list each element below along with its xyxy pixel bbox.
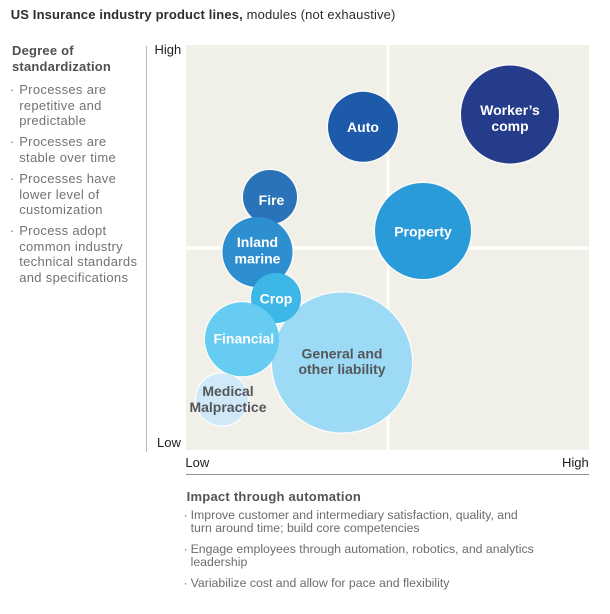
svg-text:Auto: Auto	[347, 119, 379, 135]
svg-text:Crop: Crop	[260, 290, 293, 306]
svg-text:Property: Property	[394, 224, 452, 240]
svg-text:Financial: Financial	[213, 331, 274, 347]
svg-text:Fire: Fire	[259, 192, 285, 208]
